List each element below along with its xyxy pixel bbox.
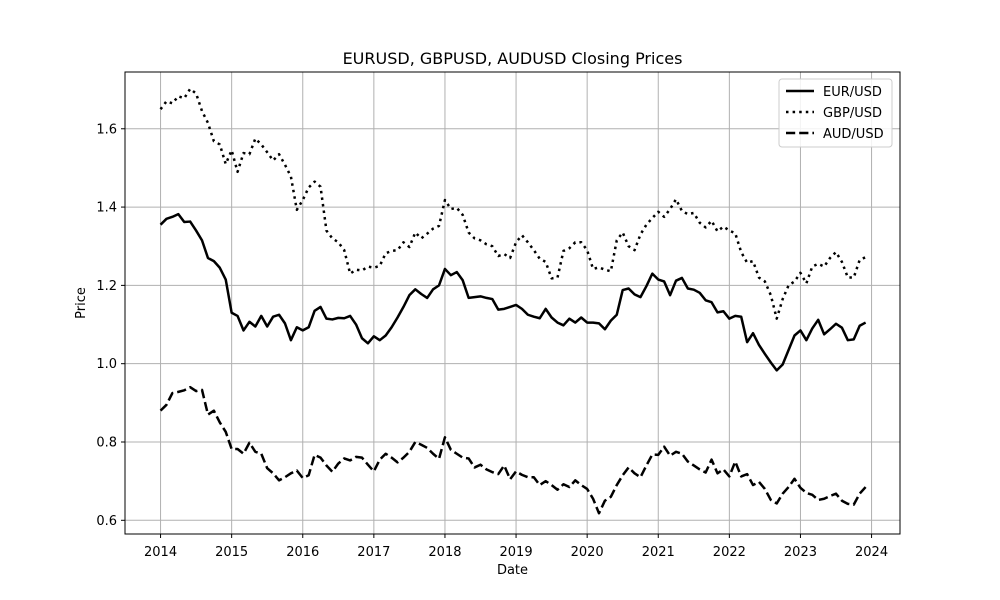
x-tick-label: 2023 [784,545,817,560]
legend-box [778,78,893,148]
y-tick-label: 0.6 [96,514,117,529]
y-axis-label: Price [74,287,89,319]
y-tick-label: 0.8 [96,435,117,450]
y-tick-label: 1.4 [96,201,117,216]
series-line-aud-usd [159,385,867,515]
x-tick-label: 2015 [215,545,248,560]
y-tick-label: 1.6 [96,122,117,137]
x-axis-ticks: 2014 2015 2016 2017 2018 2019 2020 2021 2022 2023… [144,534,888,560]
plot-frame [124,71,901,535]
series-line-gbp-usd [159,87,867,320]
x-axis-label: Date [497,563,528,578]
series-lines [159,87,867,515]
x-tick-label: 2024 [855,545,888,560]
x-tick-label: 2022 [713,545,746,560]
y-tick-label: 1.2 [96,279,117,294]
x-tick-label: 2016 [286,545,319,560]
x-tick-label: 2018 [428,545,461,560]
legend-label-eur-usd: EUR/USD [823,85,882,100]
legend-label-aud-usd: AUD/USD [823,127,884,142]
x-tick-label: 2014 [144,545,177,560]
x-tick-label: 2020 [571,545,604,560]
series-line-eur-usd [159,212,867,372]
x-tick-label: 2019 [500,545,533,560]
legend-label-gbp-usd: GBP/USD [823,106,882,121]
chart-title: EURUSD, GBPUSD, AUDUSD Closing Prices [343,49,683,68]
legend: EUR/USD GBP/USD AUD/USD [778,78,893,148]
x-tick-label: 2021 [642,545,675,560]
y-tick-label: 1.0 [96,357,117,372]
y-axis-ticks: 0.6 0.8 1.0 1.2 1.4 1.6 [96,122,125,529]
x-tick-label: 2017 [357,545,390,560]
